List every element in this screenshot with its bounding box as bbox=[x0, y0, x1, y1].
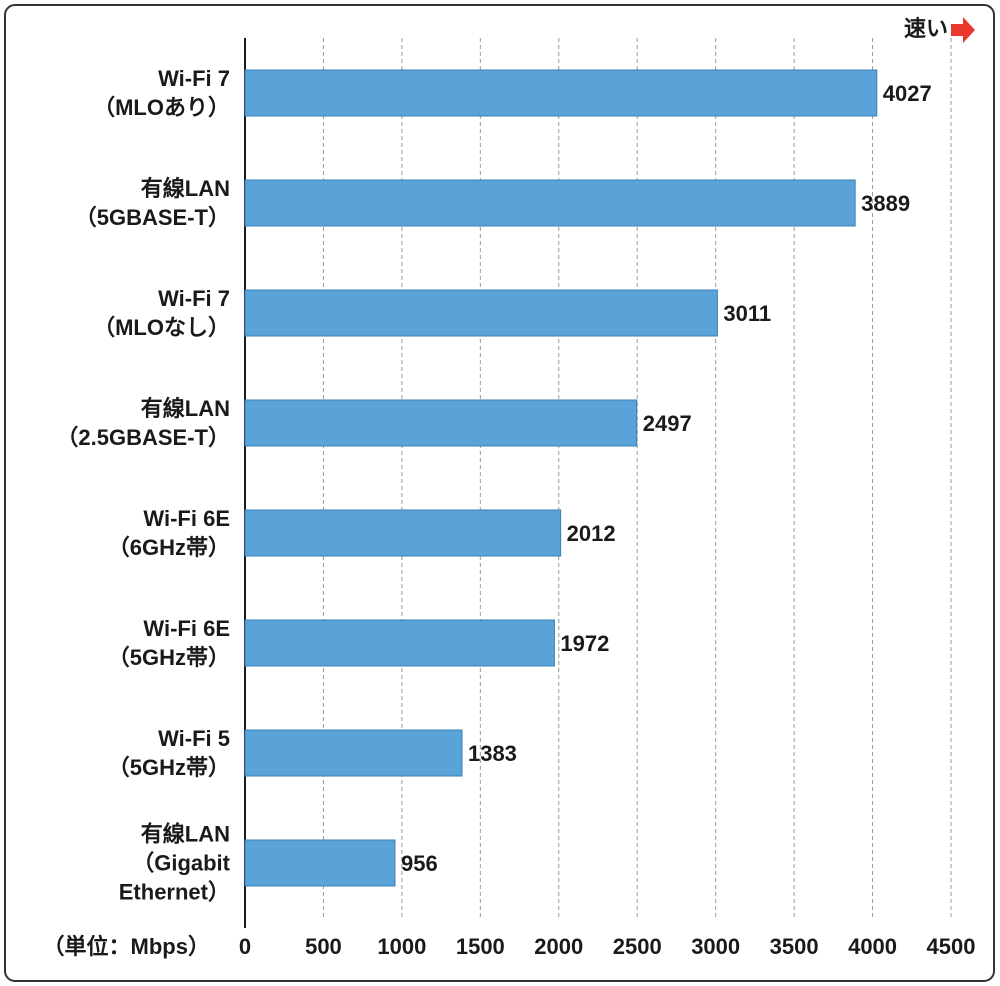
x-tick-label: 2000 bbox=[534, 934, 583, 959]
bar bbox=[244, 839, 396, 887]
x-tick-label: 4500 bbox=[927, 934, 976, 959]
category-label: Wi-Fi 7 （MLOなし） bbox=[93, 286, 230, 340]
x-tick-label: 3000 bbox=[691, 934, 740, 959]
bar bbox=[244, 69, 878, 117]
category-label: 有線LAN （2.5GBASE-T） bbox=[56, 396, 230, 450]
x-tick-label: 2500 bbox=[613, 934, 662, 959]
bar bbox=[244, 289, 718, 337]
bar bbox=[244, 399, 638, 447]
direction-arrow bbox=[951, 17, 975, 43]
bar bbox=[244, 509, 562, 557]
frame bbox=[4, 4, 995, 982]
value-label: 3889 bbox=[861, 191, 910, 216]
x-tick-label: 1000 bbox=[377, 934, 426, 959]
value-label: 3011 bbox=[723, 301, 771, 326]
direction-label: 速い bbox=[904, 16, 948, 41]
x-tick-label: 500 bbox=[305, 934, 342, 959]
x-tick-label: 3500 bbox=[770, 934, 819, 959]
bar bbox=[244, 619, 555, 667]
x-tick-label: 0 bbox=[239, 934, 251, 959]
category-label: 有線LAN （Gigabit Ethernet） bbox=[118, 821, 230, 905]
x-tick-label: 4000 bbox=[848, 934, 897, 959]
value-label: 4027 bbox=[883, 81, 932, 106]
bar bbox=[244, 729, 463, 777]
value-label: 1972 bbox=[560, 631, 609, 656]
bar bbox=[244, 179, 856, 227]
category-label: Wi-Fi 6E （5GHz帯） bbox=[107, 616, 230, 670]
category-label: Wi-Fi 5 （5GHz帯） bbox=[107, 726, 230, 780]
value-label: 2012 bbox=[567, 521, 616, 546]
category-label: Wi-Fi 7 （MLOあり） bbox=[93, 66, 230, 120]
category-label: Wi-Fi 6E （6GHz帯） bbox=[107, 506, 230, 560]
value-label: 1383 bbox=[468, 741, 517, 766]
unit-label: （単位：Mbps） bbox=[43, 934, 210, 959]
value-label: 2497 bbox=[643, 411, 692, 436]
category-label: 有線LAN （5GBASE-T） bbox=[74, 176, 230, 230]
value-label: 956 bbox=[401, 851, 438, 876]
x-tick-label: 1500 bbox=[456, 934, 505, 959]
